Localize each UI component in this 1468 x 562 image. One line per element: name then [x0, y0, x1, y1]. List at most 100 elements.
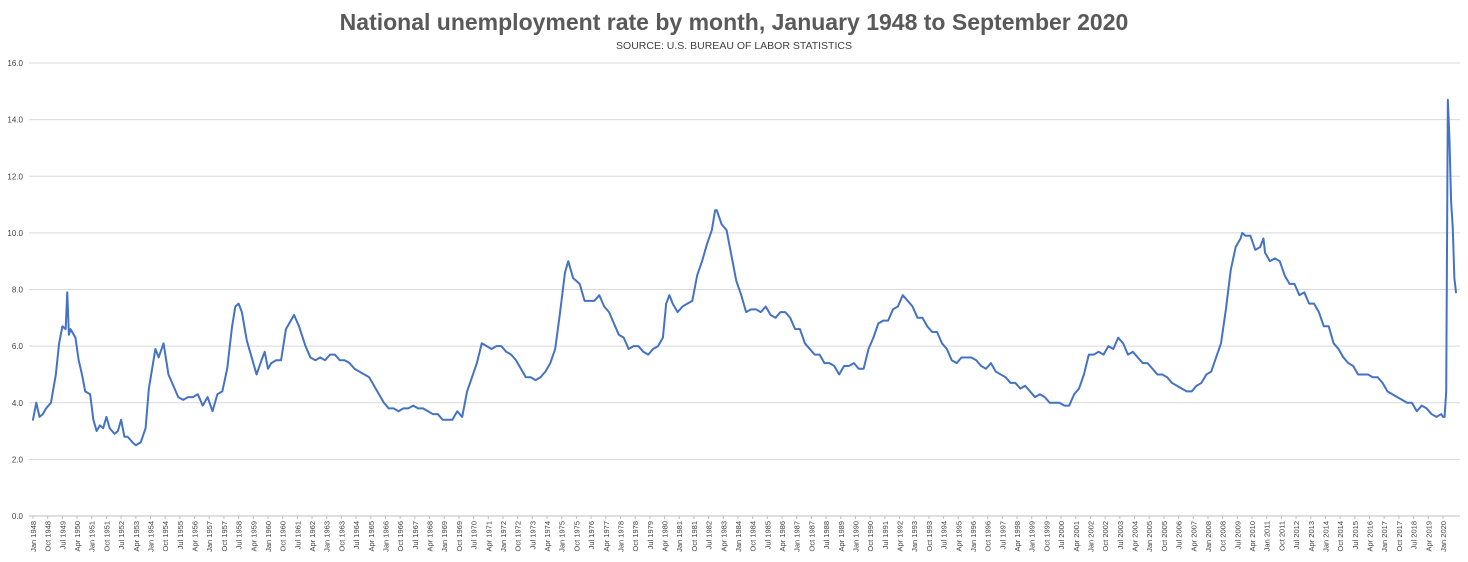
x-tick-label: Jul 2012	[1292, 521, 1301, 549]
x-tick-label: Oct 1951	[102, 521, 111, 551]
x-tick-label: Oct 2002	[1101, 521, 1110, 551]
x-tick-label: Apr 1983	[719, 521, 728, 551]
x-tick-label: Apr 1998	[1013, 521, 1022, 551]
x-tick-label: Oct 1963	[337, 521, 346, 551]
x-tick-label: Jan 1999	[1028, 521, 1037, 552]
x-tick-label: Jul 1961	[293, 521, 302, 549]
x-tick-label: Apr 1959	[249, 521, 258, 551]
y-tick-label: 4.0	[12, 399, 24, 408]
x-tick-label: Apr 1971	[484, 521, 493, 551]
x-axis-ticks: Jan 1948 Oct 1948 Jul 1949 Apr 1950 Jan 1951…	[29, 516, 1448, 552]
unemployment-rate-series-line	[32, 98, 1457, 447]
x-tick-label: Jul 1970	[470, 521, 479, 549]
x-tick-label: Jan 1954	[146, 521, 155, 552]
x-tick-label: Jul 2018	[1410, 521, 1419, 549]
x-tick-label: Jan 1951	[88, 521, 97, 552]
x-tick-label: Jul 2006	[1175, 521, 1184, 549]
x-tick-label: Oct 2014	[1336, 521, 1345, 551]
x-tick-label: Apr 1968	[426, 521, 435, 551]
x-tick-label: Oct 1990	[866, 521, 875, 551]
x-tick-label: Jul 1994	[940, 521, 949, 549]
x-tick-label: Apr 1965	[367, 521, 376, 551]
x-tick-label: Jan 1948	[29, 521, 38, 552]
y-axis-ticks: 0.0 2.0 4.0 6.0 8.0 10.0 12.0 14.0 16.0	[7, 59, 23, 521]
x-tick-label: Oct 1969	[455, 521, 464, 551]
x-tick-label: Jul 1988	[822, 521, 831, 549]
x-tick-label: Oct 2008	[1219, 521, 1228, 551]
y-tick-label: 8.0	[12, 286, 24, 295]
x-tick-label: Jan 1981	[675, 521, 684, 552]
x-tick-label: Oct 1960	[279, 521, 288, 551]
x-tick-label: Jan 1972	[499, 521, 508, 552]
x-tick-label: Apr 2007	[1189, 521, 1198, 551]
y-tick-label: 10.0	[7, 229, 23, 238]
x-tick-label: Apr 1995	[954, 521, 963, 551]
x-tick-label: Jul 1964	[352, 521, 361, 549]
x-tick-label: Apr 1992	[896, 521, 905, 551]
x-tick-label: Apr 2013	[1307, 521, 1316, 551]
x-tick-label: Oct 1981	[690, 521, 699, 551]
x-tick-label: Jul 1979	[646, 521, 655, 549]
x-tick-label: Jan 1975	[558, 521, 567, 552]
x-tick-label: Jan 1996	[969, 521, 978, 552]
x-tick-label: Apr 1986	[778, 521, 787, 551]
x-tick-label: Apr 1956	[191, 521, 200, 551]
x-tick-label: Oct 1972	[514, 521, 523, 551]
chart-subtitle: SOURCE: U.S. BUREAU OF LABOR STATISTICS	[616, 40, 852, 52]
x-tick-label: Jul 1982	[705, 521, 714, 549]
y-tick-label: 2.0	[12, 455, 24, 464]
x-tick-label: Jul 1997	[998, 521, 1007, 549]
x-tick-label: Oct 1987	[807, 521, 816, 551]
x-tick-label: Oct 2011	[1277, 521, 1286, 551]
x-tick-label: Oct 2005	[1160, 521, 1169, 551]
x-tick-label: Jan 2008	[1204, 521, 1213, 552]
x-tick-label: Jul 1976	[587, 521, 596, 549]
chart-title: National unemployment rate by month, Jan…	[340, 9, 1129, 35]
x-tick-label: Jan 2017	[1380, 521, 1389, 552]
x-tick-label: Jan 1984	[734, 521, 743, 552]
x-tick-label: Jan 2011	[1263, 521, 1272, 551]
x-tick-label: Jul 1991	[881, 521, 890, 549]
x-tick-label: Jan 2002	[1086, 521, 1095, 552]
x-tick-label: Jan 1969	[440, 521, 449, 552]
x-tick-label: Oct 1975	[572, 521, 581, 551]
x-tick-label: Apr 1977	[602, 521, 611, 551]
x-tick-label: Jul 2015	[1351, 521, 1360, 549]
x-tick-label: Jan 1960	[264, 521, 273, 552]
x-tick-label: Oct 1984	[749, 521, 758, 551]
y-tick-label: 16.0	[7, 59, 23, 68]
x-tick-label: Jul 1949	[58, 521, 67, 549]
x-tick-label: Jul 1967	[411, 521, 420, 549]
x-tick-label: Jan 1978	[616, 521, 625, 552]
x-tick-label: Apr 2001	[1072, 521, 1081, 551]
y-tick-label: 14.0	[7, 116, 23, 125]
x-tick-label: Jul 2003	[1116, 521, 1125, 549]
x-tick-label: Jul 1958	[235, 521, 244, 549]
x-tick-label: Oct 1948	[44, 521, 53, 551]
x-tick-label: Jan 1993	[910, 521, 919, 552]
x-tick-label: Jul 2000	[1057, 521, 1066, 549]
x-tick-label: Jan 1966	[381, 521, 390, 552]
x-tick-label: Apr 1950	[73, 521, 82, 551]
x-tick-label: Oct 1954	[161, 521, 170, 551]
x-tick-label: Jan 1963	[323, 521, 332, 552]
x-tick-label: Jul 1955	[176, 521, 185, 549]
x-tick-label: Oct 1978	[631, 521, 640, 551]
x-tick-label: Apr 1989	[837, 521, 846, 551]
gridlines	[29, 62, 1460, 460]
x-tick-label: Jul 1952	[117, 521, 126, 549]
x-tick-label: Jan 2020	[1439, 521, 1448, 552]
x-tick-label: Apr 2010	[1248, 521, 1257, 551]
x-tick-label: Apr 1962	[308, 521, 317, 551]
x-tick-label: Jul 2009	[1233, 521, 1242, 549]
x-tick-label: Jul 1985	[763, 521, 772, 549]
x-tick-label: Apr 1980	[661, 521, 670, 551]
x-tick-label: Apr 2019	[1424, 521, 1433, 551]
x-tick-label: Oct 1996	[984, 521, 993, 551]
y-tick-label: 0.0	[12, 512, 24, 521]
x-tick-label: Jan 2005	[1145, 521, 1154, 552]
x-tick-label: Apr 1974	[543, 521, 552, 551]
x-tick-label: Apr 2004	[1131, 521, 1140, 551]
x-tick-label: Jan 1957	[205, 521, 214, 552]
